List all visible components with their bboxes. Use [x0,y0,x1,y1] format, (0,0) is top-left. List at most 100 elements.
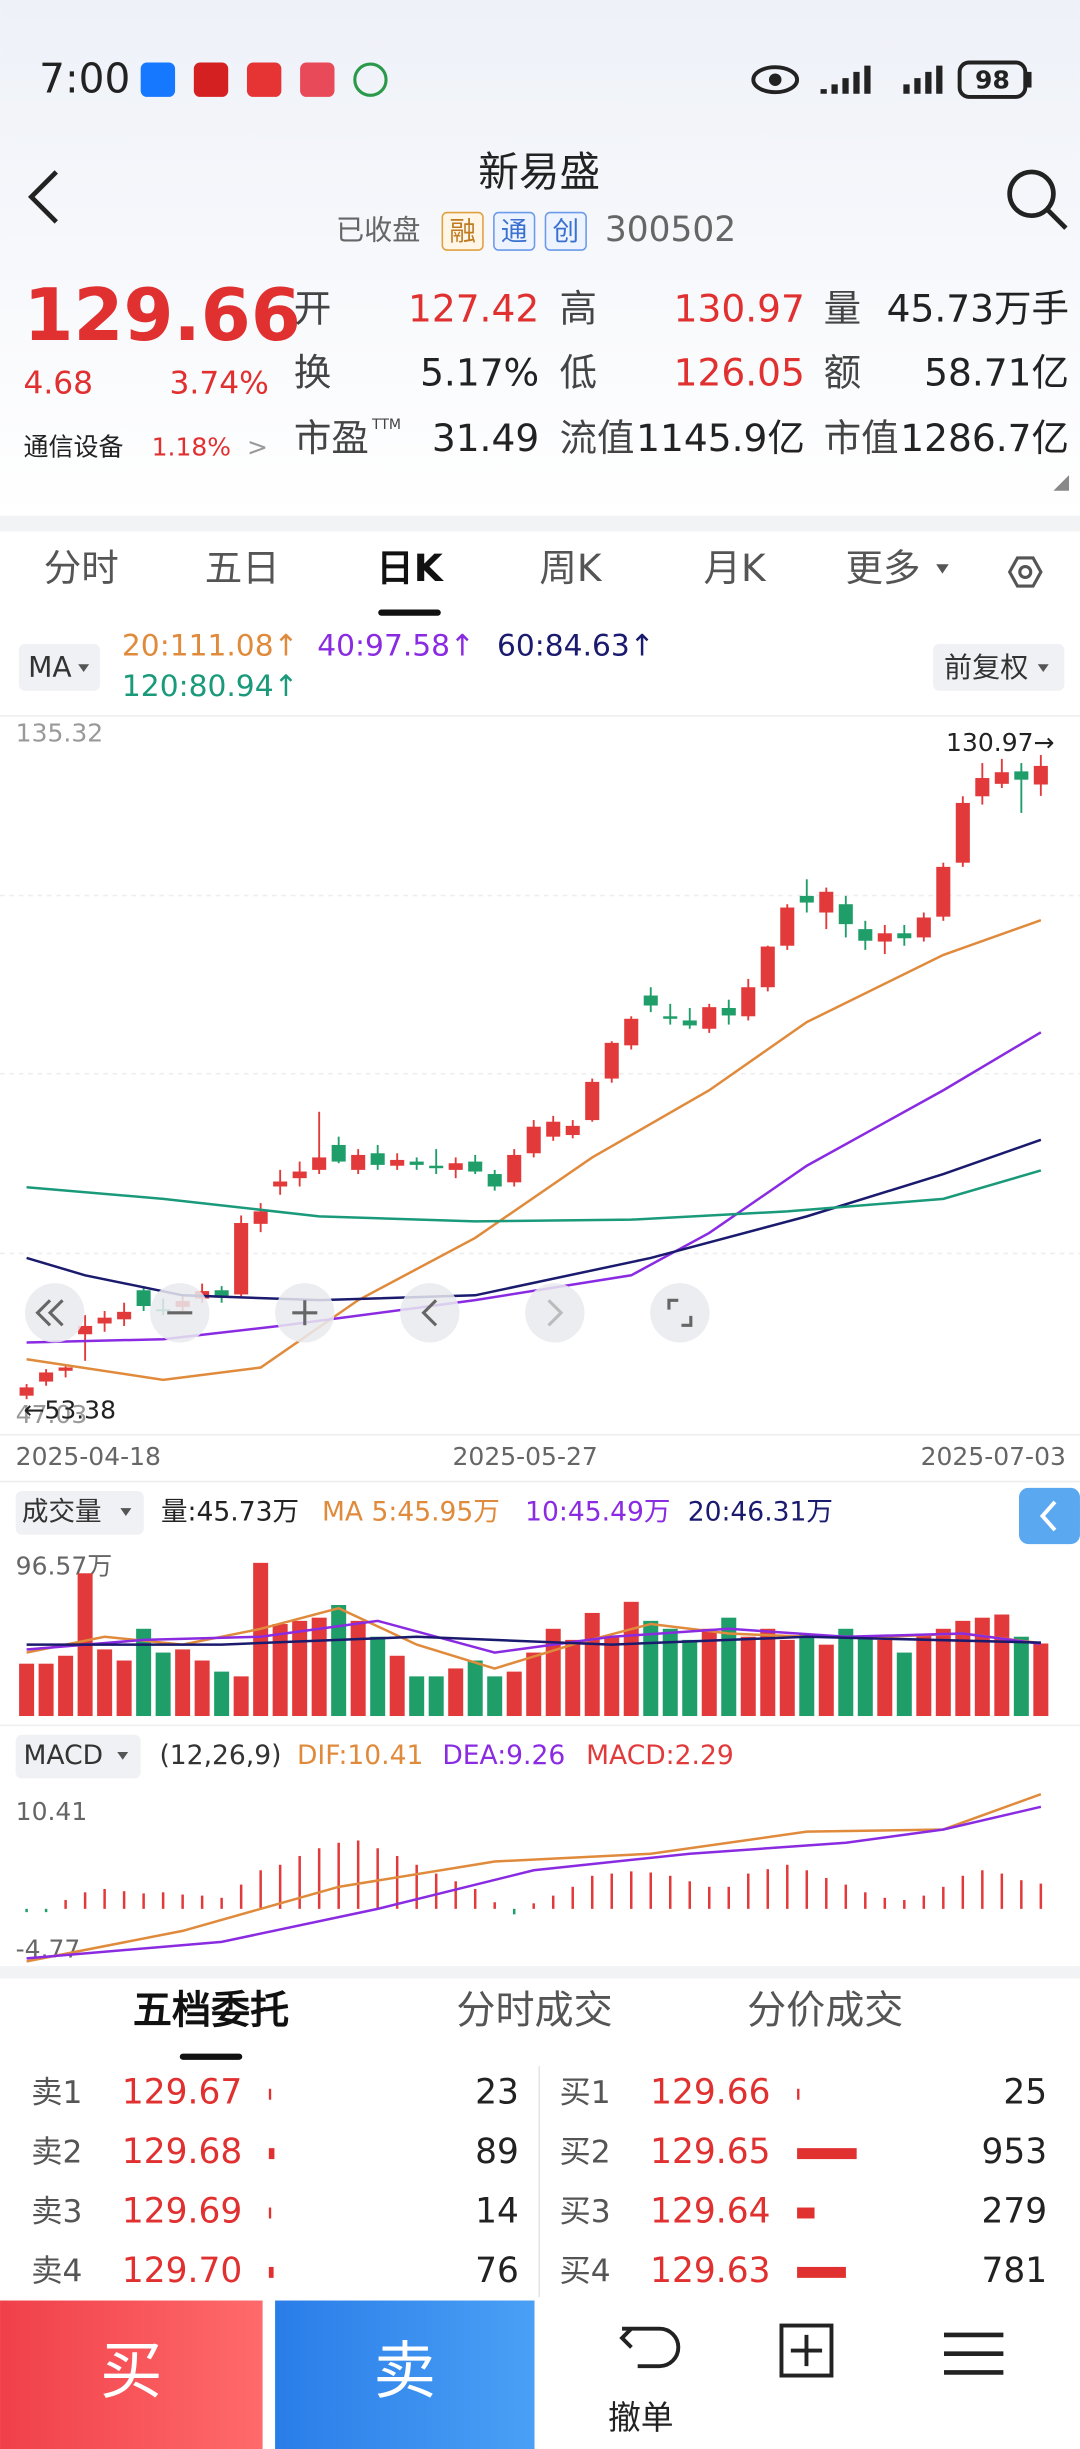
field-label: 流值 [560,416,635,460]
candle-body [409,1161,424,1165]
chart-control[interactable] [25,1283,85,1343]
candle-body [1014,771,1029,780]
indicator-box[interactable] [18,643,101,691]
badge-text: 通 [501,216,528,247]
field-value: 1286.7亿 [900,416,1069,460]
ma-line [26,1031,1042,1344]
volume-bar [584,1612,600,1717]
order-volume: 76 [475,2251,519,2291]
order-price: 129.70 [122,2251,242,2291]
volume-bar [311,1617,327,1717]
candle-body [741,987,756,1017]
adjust-box[interactable] [933,643,1065,691]
badge [441,211,484,251]
field-value: 127.42 [408,287,539,331]
field-sup: TTM [371,417,401,433]
period-tab[interactable]: 周K [539,546,602,590]
order-price: 129.63 [650,2251,770,2291]
volume-bar [643,1620,659,1717]
orderbook-tab[interactable]: 五档委托 [133,1988,289,2033]
order-volume-bar [797,2148,857,2160]
period-tab[interactable]: 五日 [205,546,280,590]
market-state: 已收盘 [336,213,420,246]
candle-body [585,1081,600,1121]
candle-body [624,1018,639,1046]
field-value: 31.49 [432,416,539,460]
orderbook-tab[interactable]: 分价成交 [747,1988,903,2033]
back-button[interactable] [27,170,58,224]
candle-body [331,1144,346,1162]
volume-bar [526,1652,542,1717]
volume-bar [487,1676,503,1717]
order-volume-bar [268,2266,274,2278]
side-button[interactable] [1019,1487,1080,1545]
volume-bar [740,1636,756,1717]
orderbook-tab[interactable]: 分时成交 [456,1988,612,2033]
volume-bar [935,1628,951,1717]
volume-bar [818,1644,834,1717]
indicator-box[interactable] [15,1490,144,1535]
more-arrow: > [247,433,268,462]
order-volume: 25 [1003,2073,1047,2113]
candle-body [448,1163,463,1170]
period-tab[interactable]: 更多 [846,546,921,590]
volume-bar [467,1660,483,1717]
divider [0,1966,1080,1979]
order-price: 129.66 [650,2073,770,2113]
menu-icon[interactable] [943,2332,1004,2375]
order-volume-bar [797,2266,846,2278]
order-volume: 781 [982,2251,1048,2291]
volume-bar [994,1614,1010,1717]
cancel-icon[interactable] [619,2326,681,2369]
volume-bar [38,1663,54,1717]
chart-control[interactable] [650,1283,710,1343]
buy-button[interactable] [0,2300,263,2449]
volume-bar [155,1652,171,1717]
add-icon [790,2334,823,2367]
candle-body [234,1223,249,1295]
macd-line [26,1792,1042,1963]
volume-bar [233,1676,249,1717]
y-axis-min: 47.03 [16,1400,88,1429]
candle-body [936,866,951,917]
chart-control-icon [547,1299,564,1327]
sell-button[interactable] [275,2300,535,2449]
sell-label: 卖 [374,2335,437,2408]
candle-body [390,1159,405,1166]
candle-body [546,1121,561,1137]
chart-control[interactable] [400,1283,460,1343]
stock-name: 新易盛 [478,148,600,196]
period-tab[interactable]: 月K [704,546,767,590]
order-level: 买3 [560,2194,611,2230]
candle-body [916,917,931,938]
candle-body [487,1174,502,1187]
settings-icon[interactable] [1007,556,1043,588]
volume-bar [974,1617,990,1717]
ma-legend: 40:97.58↑ [317,629,475,664]
volume-bar [877,1639,893,1717]
period-tab[interactable]: 日K [376,546,444,590]
period-tab[interactable]: 分时 [44,546,119,590]
macd-params: (12,26,9) [159,1740,281,1771]
indicator-box[interactable] [15,1734,141,1779]
volume-bar [721,1617,737,1717]
volume-bar [331,1604,347,1717]
y-axis-max: 96.57万 [16,1552,113,1581]
order-level: 卖3 [31,2194,82,2230]
chart-control[interactable] [525,1283,585,1343]
settings-icon [1018,564,1033,580]
candle-body [39,1372,54,1382]
order-level: 买4 [560,2253,611,2289]
ma-line [26,1138,1042,1302]
add-icon[interactable] [779,2323,834,2378]
volume-legend: 量:45.73万 [161,1496,299,1527]
candle-body [877,933,892,942]
macd-legend: DEA:9.26 [442,1740,565,1771]
top-bg [0,0,1080,516]
volume-bar [506,1671,522,1717]
volume-bar [409,1676,425,1717]
volume-bar [448,1668,464,1717]
candle-body [838,904,853,925]
search-button[interactable] [1007,169,1056,219]
